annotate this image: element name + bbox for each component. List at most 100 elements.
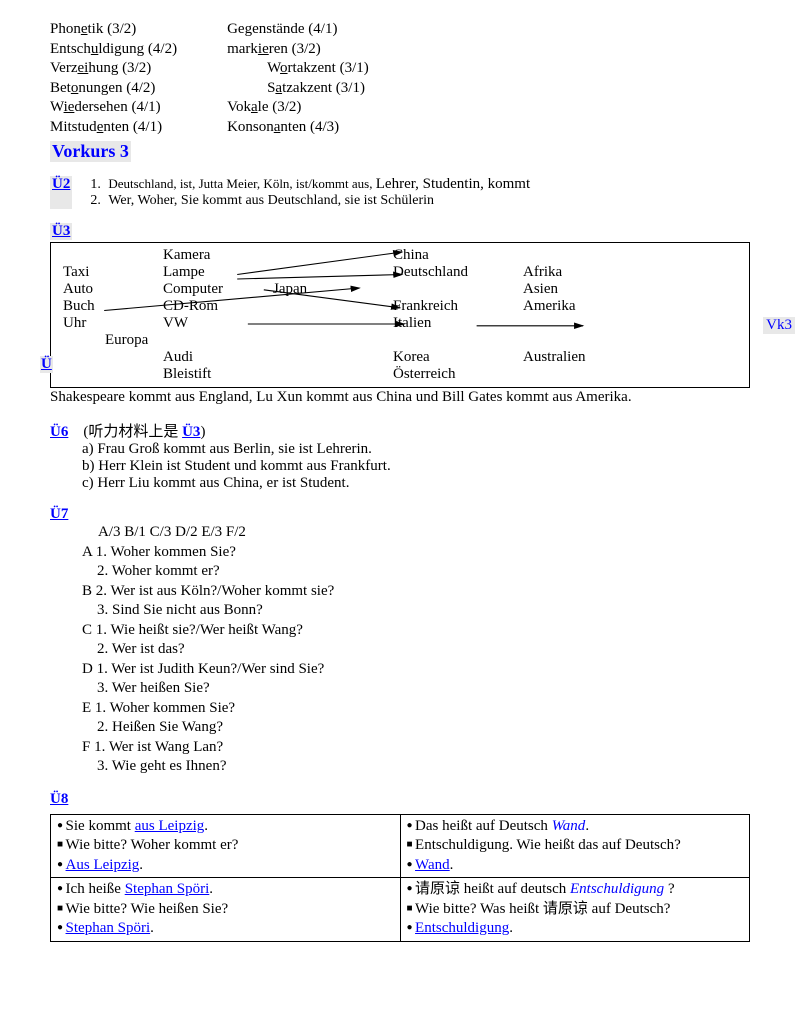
- u2-section: Ü2 1.Deutschland, ist, Jutta Meier, Köln…: [50, 176, 750, 209]
- u7-line: E 1. Woher kommen Sie?: [82, 699, 750, 719]
- u3-cell: Auto: [63, 281, 163, 298]
- vorkurs-heading: Vorkurs 3: [50, 141, 750, 162]
- phonetik-col-1: Phonetik (3/2)Entschuldigung (4/2)Verzei…: [50, 20, 177, 137]
- phonetik-item: Betonungen (4/2): [50, 79, 177, 99]
- u3-cell: [63, 349, 163, 366]
- u3-cell: [273, 264, 393, 281]
- phonetik-item: Phonetik (3/2): [50, 20, 177, 40]
- u3-cell: [393, 281, 523, 298]
- u3-section: Ü3 Vk3 Ü KameraChinaTaxiLampeDeutschland…: [50, 223, 750, 406]
- u3-cell: [163, 332, 273, 349]
- u8-line: Wie bitte? Wie heißen Sie?: [57, 900, 394, 920]
- u3-cell: Kamera: [163, 247, 273, 264]
- phonetik-item: Wortakzent (3/1): [227, 59, 369, 79]
- phonetik-block: Phonetik (3/2)Entschuldigung (4/2)Verzei…: [50, 20, 750, 137]
- u3-cell: Computer: [163, 281, 273, 298]
- vk3-tag: Vk3: [763, 317, 795, 334]
- u3-cell: Korea: [393, 349, 523, 366]
- phonetik-item: Verzeihung (3/2): [50, 59, 177, 79]
- u8-cell: Das heißt auf Deutsch Wand.Entschuldigun…: [400, 814, 750, 878]
- u3-cell: [273, 298, 393, 315]
- phonetik-item: Mitstudenten (4/1): [50, 118, 177, 138]
- u3-cell: Lampe: [163, 264, 273, 281]
- u3-cell: China: [393, 247, 523, 264]
- u6-body: a) Frau Groß kommt aus Berlin, sie ist L…: [82, 441, 750, 492]
- u3-cell: Europa: [63, 332, 163, 349]
- u8-section: Ü8 Sie kommt aus Leipzig.Wie bitte? Wohe…: [50, 791, 750, 942]
- u8-cell: Ich heiße Stephan Spöri.Wie bitte? Wie h…: [51, 878, 401, 942]
- u8-line: Entschuldigung. Wie heißt das auf Deutsc…: [407, 836, 744, 856]
- u3-cell: Uhr: [63, 315, 163, 332]
- phonetik-item: markieren (3/2): [227, 40, 369, 60]
- u7-line: D 1. Wer ist Judith Keun?/Wer sind Sie?: [82, 660, 750, 680]
- u3-cell: Amerika: [523, 298, 633, 315]
- phonetik-item: Vokale (3/2): [227, 98, 369, 118]
- u3-cell: Deutschland: [393, 264, 523, 281]
- u7-line: 3. Sind Sie nicht aus Bonn?: [82, 601, 750, 621]
- u3-cell: [63, 366, 163, 383]
- u3-cell: Asien: [523, 281, 633, 298]
- u7-label: Ü7: [50, 506, 68, 523]
- u3-cell: [273, 315, 393, 332]
- u3-side-label: Ü: [40, 356, 53, 373]
- u2-label: Ü2: [50, 176, 72, 209]
- u3-cell: CD-Rom: [163, 298, 273, 315]
- u3-cell: Japan: [273, 281, 393, 298]
- u3-cell: [273, 366, 393, 383]
- u7-line: 3. Wie geht es Ihnen?: [82, 757, 750, 777]
- u3-cell: Buch: [63, 298, 163, 315]
- phonetik-item: Satzakzent (3/1): [227, 79, 369, 99]
- u8-line: Wand.: [407, 856, 744, 876]
- u3-cell: [273, 332, 393, 349]
- u8-line: Sie kommt aus Leipzig.: [57, 817, 394, 837]
- phonetik-item: Gegenstände (4/1): [227, 20, 369, 40]
- u3-cell: [523, 366, 633, 383]
- u3-cell: Österreich: [393, 366, 523, 383]
- u8-cell: Sie kommt aus Leipzig.Wie bitte? Woher k…: [51, 814, 401, 878]
- u7-line: 2. Woher kommt er?: [82, 562, 750, 582]
- phonetik-item: Entschuldigung (4/2): [50, 40, 177, 60]
- u7-line: F 1. Wer ist Wang Lan?: [82, 738, 750, 758]
- u8-line: Wie bitte? Woher kommt er?: [57, 836, 394, 856]
- u7-section: Ü7 A/3 B/1 C/3 D/2 E/3 F/2 A 1. Woher ko…: [50, 506, 750, 777]
- u3-cell: [273, 247, 393, 264]
- u3-label: Ü3: [50, 223, 72, 240]
- phonetik-item: Konsonanten (4/3): [227, 118, 369, 138]
- u7-line: A 1. Woher kommen Sie?: [82, 543, 750, 563]
- u6-section: Ü6 (听力材料上是 Ü3) a) Frau Groß kommt aus Be…: [50, 420, 750, 492]
- u3-cell: [523, 315, 633, 332]
- u3-cell: [523, 332, 633, 349]
- u3-cell: VW: [163, 315, 273, 332]
- u3-cell: [523, 247, 633, 264]
- u3-cell: [393, 332, 523, 349]
- u3-cell: Afrika: [523, 264, 633, 281]
- u7-line: 2. Heißen Sie Wang?: [82, 718, 750, 738]
- u3-cell: Bleistift: [163, 366, 273, 383]
- u3-cell: [63, 247, 163, 264]
- u3-cell: Australien: [523, 349, 633, 366]
- u7-line: 2. Wer ist das?: [82, 640, 750, 660]
- u6-label: Ü6: [50, 424, 68, 441]
- u8-line: Stephan Spöri.: [57, 919, 394, 939]
- u8-line: Wie bitte? Was heißt 请原谅 auf Deutsch?: [407, 900, 744, 920]
- u8-table: Sie kommt aus Leipzig.Wie bitte? Woher k…: [50, 814, 750, 942]
- u6-note: (听力材料上是 Ü3): [83, 424, 205, 440]
- u2-body: 1.Deutschland, ist, Jutta Meier, Köln, i…: [90, 176, 530, 209]
- u3-cell: Frankreich: [393, 298, 523, 315]
- u8-line: Ich heiße Stephan Spöri.: [57, 880, 394, 900]
- shakespeare-line: Shakespeare kommt aus England, Lu Xun ko…: [50, 389, 750, 406]
- u7-line: 3. Wer heißen Sie?: [82, 679, 750, 699]
- phonetik-item: Wiedersehen (4/1): [50, 98, 177, 118]
- u8-line: Aus Leipzig.: [57, 856, 394, 876]
- u7-line: B 2. Wer ist aus Köln?/Woher kommt sie?: [82, 582, 750, 602]
- u3-box: Vk3 Ü KameraChinaTaxiLampeDeutschlandAfr…: [50, 242, 750, 388]
- u3-cell: Taxi: [63, 264, 163, 281]
- u3-cell: [273, 349, 393, 366]
- u8-label: Ü8: [50, 791, 68, 808]
- u8-cell: 请原谅 heißt auf deutsch Entschuldigung ?Wi…: [400, 878, 750, 942]
- u8-line: Entschuldigung.: [407, 919, 744, 939]
- u3-cell: Italien: [393, 315, 523, 332]
- u7-body: A/3 B/1 C/3 D/2 E/3 F/2 A 1. Woher komme…: [82, 523, 750, 777]
- u8-line: Das heißt auf Deutsch Wand.: [407, 817, 744, 837]
- u8-line: 请原谅 heißt auf deutsch Entschuldigung ?: [407, 880, 744, 900]
